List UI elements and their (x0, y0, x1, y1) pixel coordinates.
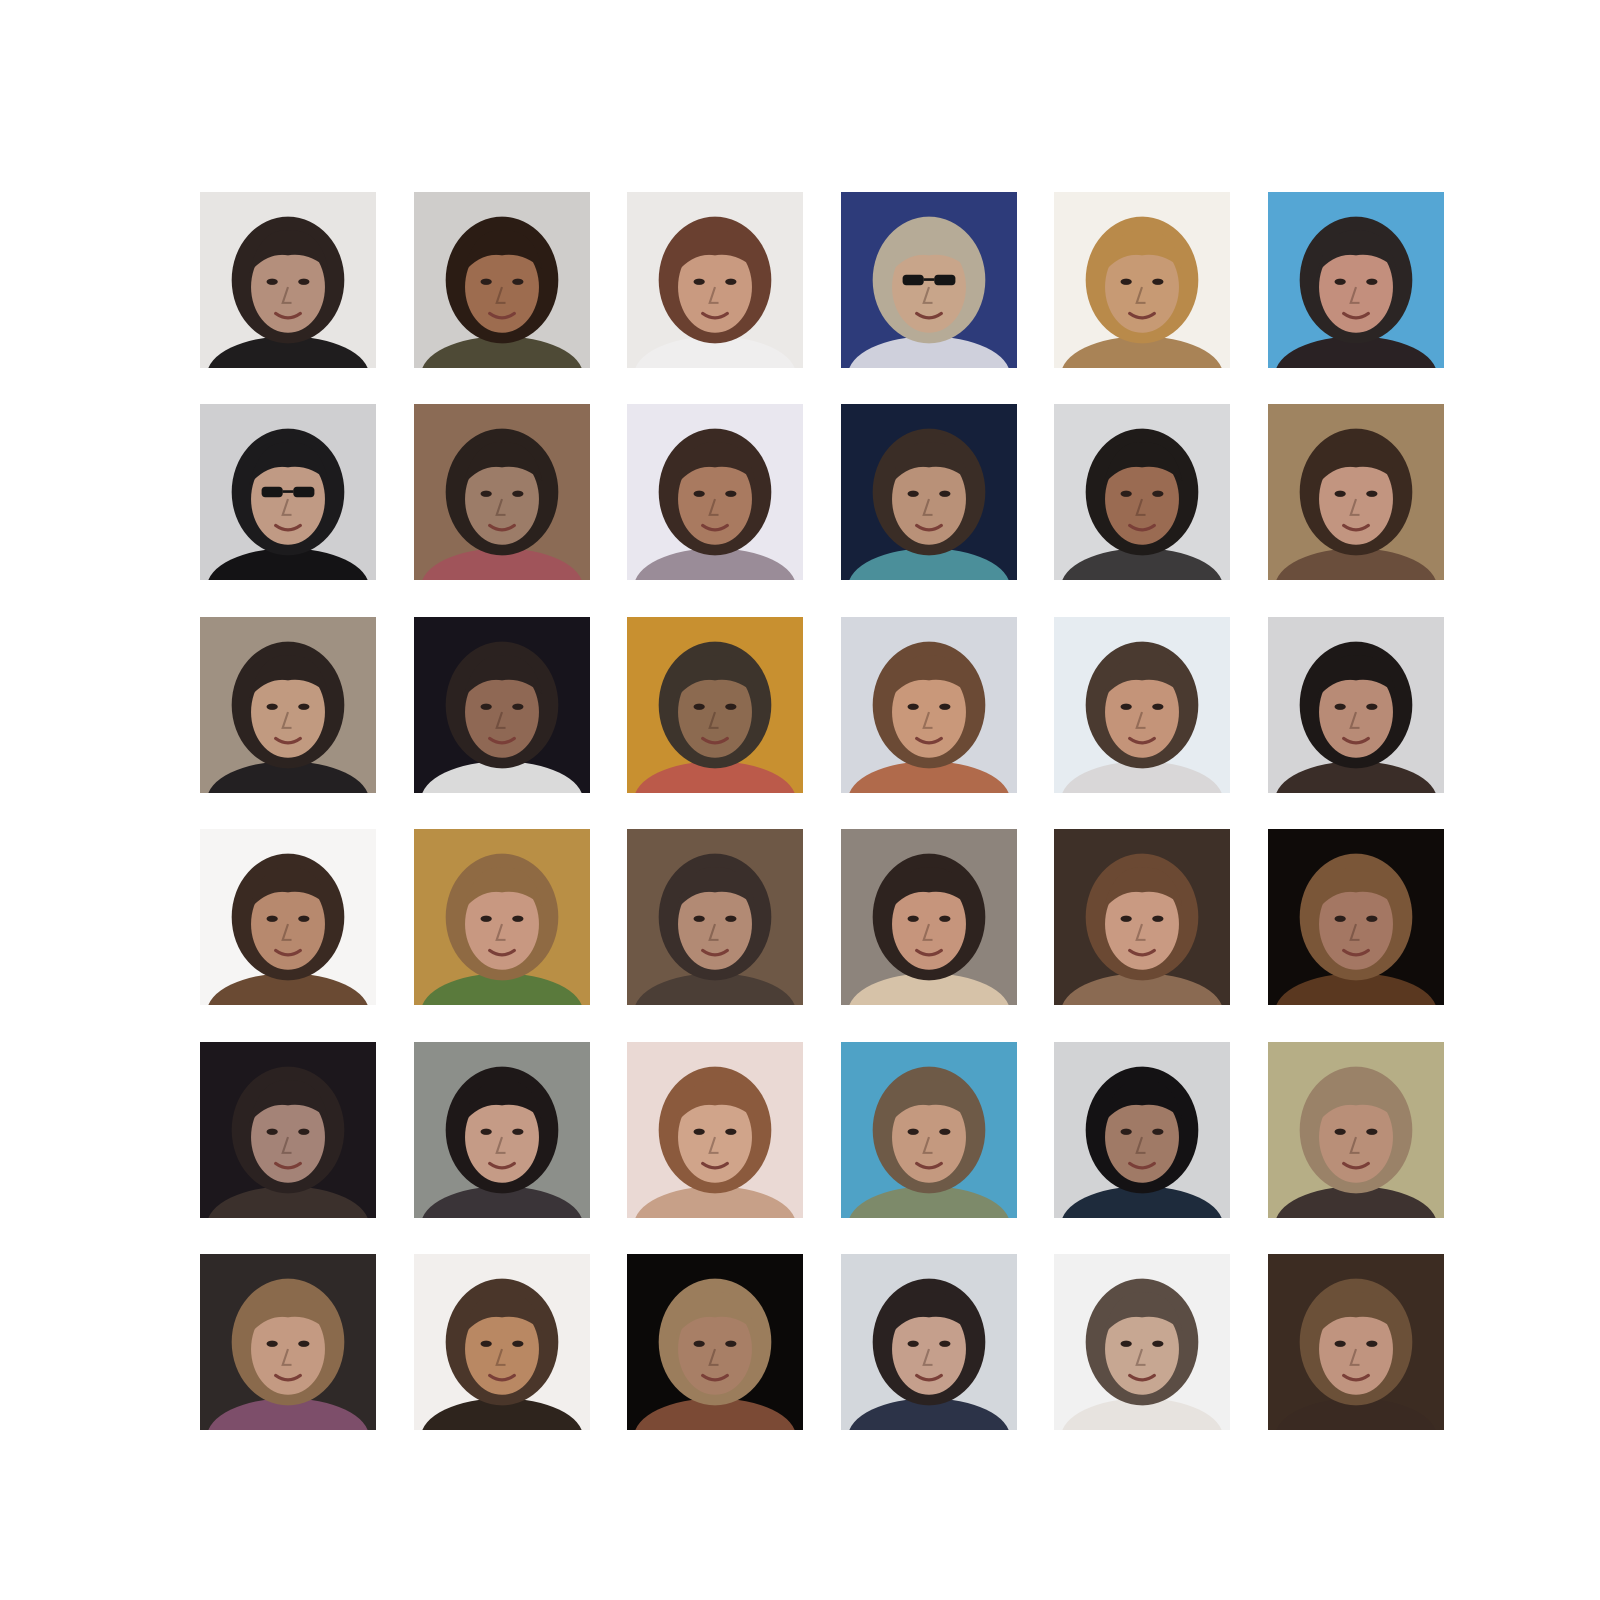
face-image (627, 404, 803, 580)
face-image (414, 1254, 590, 1430)
face-image (200, 404, 376, 580)
face-tile-r5-c4 (841, 1042, 1017, 1218)
face-tile-r1-c5 (1054, 192, 1230, 368)
face-tile-r2-c6 (1268, 404, 1444, 580)
face-tile-r5-c2 (414, 1042, 590, 1218)
face-tile-r3-c1 (200, 617, 376, 793)
face-tile-r5-c5 (1054, 1042, 1230, 1218)
face-tile-r4-c5 (1054, 829, 1230, 1005)
face-tile-r6-c6 (1268, 1254, 1444, 1430)
face-tile-r6-c2 (414, 1254, 590, 1430)
face-tile-r6-c5 (1054, 1254, 1230, 1430)
face-image (200, 829, 376, 1005)
face-image (200, 1042, 376, 1218)
face-image (841, 192, 1017, 368)
face-tile-r2-c5 (1054, 404, 1230, 580)
face-tile-r1-c4 (841, 192, 1017, 368)
face-image (841, 829, 1017, 1005)
face-tile-r3-c6 (1268, 617, 1444, 793)
face-image (1268, 1042, 1444, 1218)
face-image (200, 192, 376, 368)
face-image (1268, 1254, 1444, 1430)
face-image (627, 1254, 803, 1430)
face-image (627, 1042, 803, 1218)
face-tile-r2-c4 (841, 404, 1017, 580)
face-tile-r6-c1 (200, 1254, 376, 1430)
face-image (1268, 617, 1444, 793)
face-tile-r5-c6 (1268, 1042, 1444, 1218)
face-tile-r2-c1 (200, 404, 376, 580)
face-image (627, 617, 803, 793)
face-tile-r3-c5 (1054, 617, 1230, 793)
face-image (414, 1042, 590, 1218)
face-image (1268, 404, 1444, 580)
face-image (1268, 192, 1444, 368)
face-image (200, 617, 376, 793)
face-tile-r4-c4 (841, 829, 1017, 1005)
face-tile-r5-c3 (627, 1042, 803, 1218)
face-tile-r1-c1 (200, 192, 376, 368)
face-image (1054, 404, 1230, 580)
face-tile-r3-c3 (627, 617, 803, 793)
face-tile-r4-c1 (200, 829, 376, 1005)
face-tile-r6-c4 (841, 1254, 1017, 1430)
face-tile-r4-c2 (414, 829, 590, 1005)
face-tile-r1-c2 (414, 192, 590, 368)
face-image (841, 617, 1017, 793)
face-tile-r6-c3 (627, 1254, 803, 1430)
face-tile-r1-c3 (627, 192, 803, 368)
face-image (841, 1254, 1017, 1430)
face-image (627, 192, 803, 368)
face-tile-r4-c3 (627, 829, 803, 1005)
face-image (414, 829, 590, 1005)
face-tile-r2-c2 (414, 404, 590, 580)
face-image (414, 617, 590, 793)
face-tile-r3-c2 (414, 617, 590, 793)
face-tile-r1-c6 (1268, 192, 1444, 368)
face-tile-r5-c1 (200, 1042, 376, 1218)
face-image (414, 192, 590, 368)
face-image (414, 404, 590, 580)
face-sample-grid (200, 192, 1444, 1420)
face-image (1268, 829, 1444, 1005)
face-image (1054, 1254, 1230, 1430)
face-image (1054, 192, 1230, 368)
face-image (200, 1254, 376, 1430)
face-tile-r3-c4 (841, 617, 1017, 793)
face-image (1054, 829, 1230, 1005)
face-image (841, 404, 1017, 580)
face-image (1054, 617, 1230, 793)
face-image (841, 1042, 1017, 1218)
face-tile-r4-c6 (1268, 829, 1444, 1005)
face-tile-r2-c3 (627, 404, 803, 580)
face-image (627, 829, 803, 1005)
face-image (1054, 1042, 1230, 1218)
